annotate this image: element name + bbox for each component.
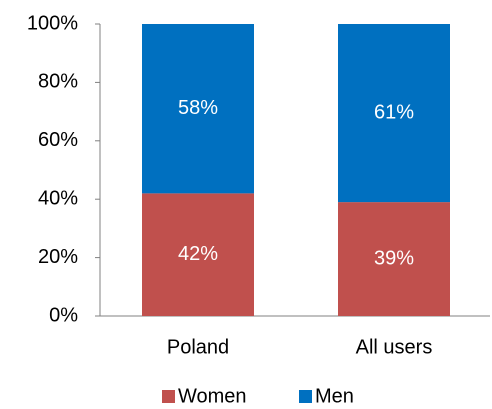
legend-label: Women xyxy=(178,385,247,407)
legend-swatch xyxy=(162,390,175,403)
bar-segment xyxy=(338,24,450,203)
y-tick-label: 60% xyxy=(38,129,78,151)
bar-segment xyxy=(142,24,254,194)
y-tick-label: 20% xyxy=(38,246,78,268)
bar-segment xyxy=(142,193,254,316)
legend-swatch xyxy=(299,390,312,403)
data-label: 61% xyxy=(374,101,414,123)
bar-segment xyxy=(338,202,450,316)
data-label: 58% xyxy=(178,97,218,119)
x-tick-label: Poland xyxy=(167,336,229,358)
y-tick-label: 0% xyxy=(49,304,78,326)
y-tick-label: 100% xyxy=(27,12,78,34)
x-tick-label: All users xyxy=(356,336,433,358)
legend-label: Men xyxy=(315,385,354,407)
data-label: 42% xyxy=(178,243,218,265)
y-tick-label: 80% xyxy=(38,71,78,93)
data-label: 39% xyxy=(374,247,414,269)
y-tick-label: 40% xyxy=(38,187,78,209)
